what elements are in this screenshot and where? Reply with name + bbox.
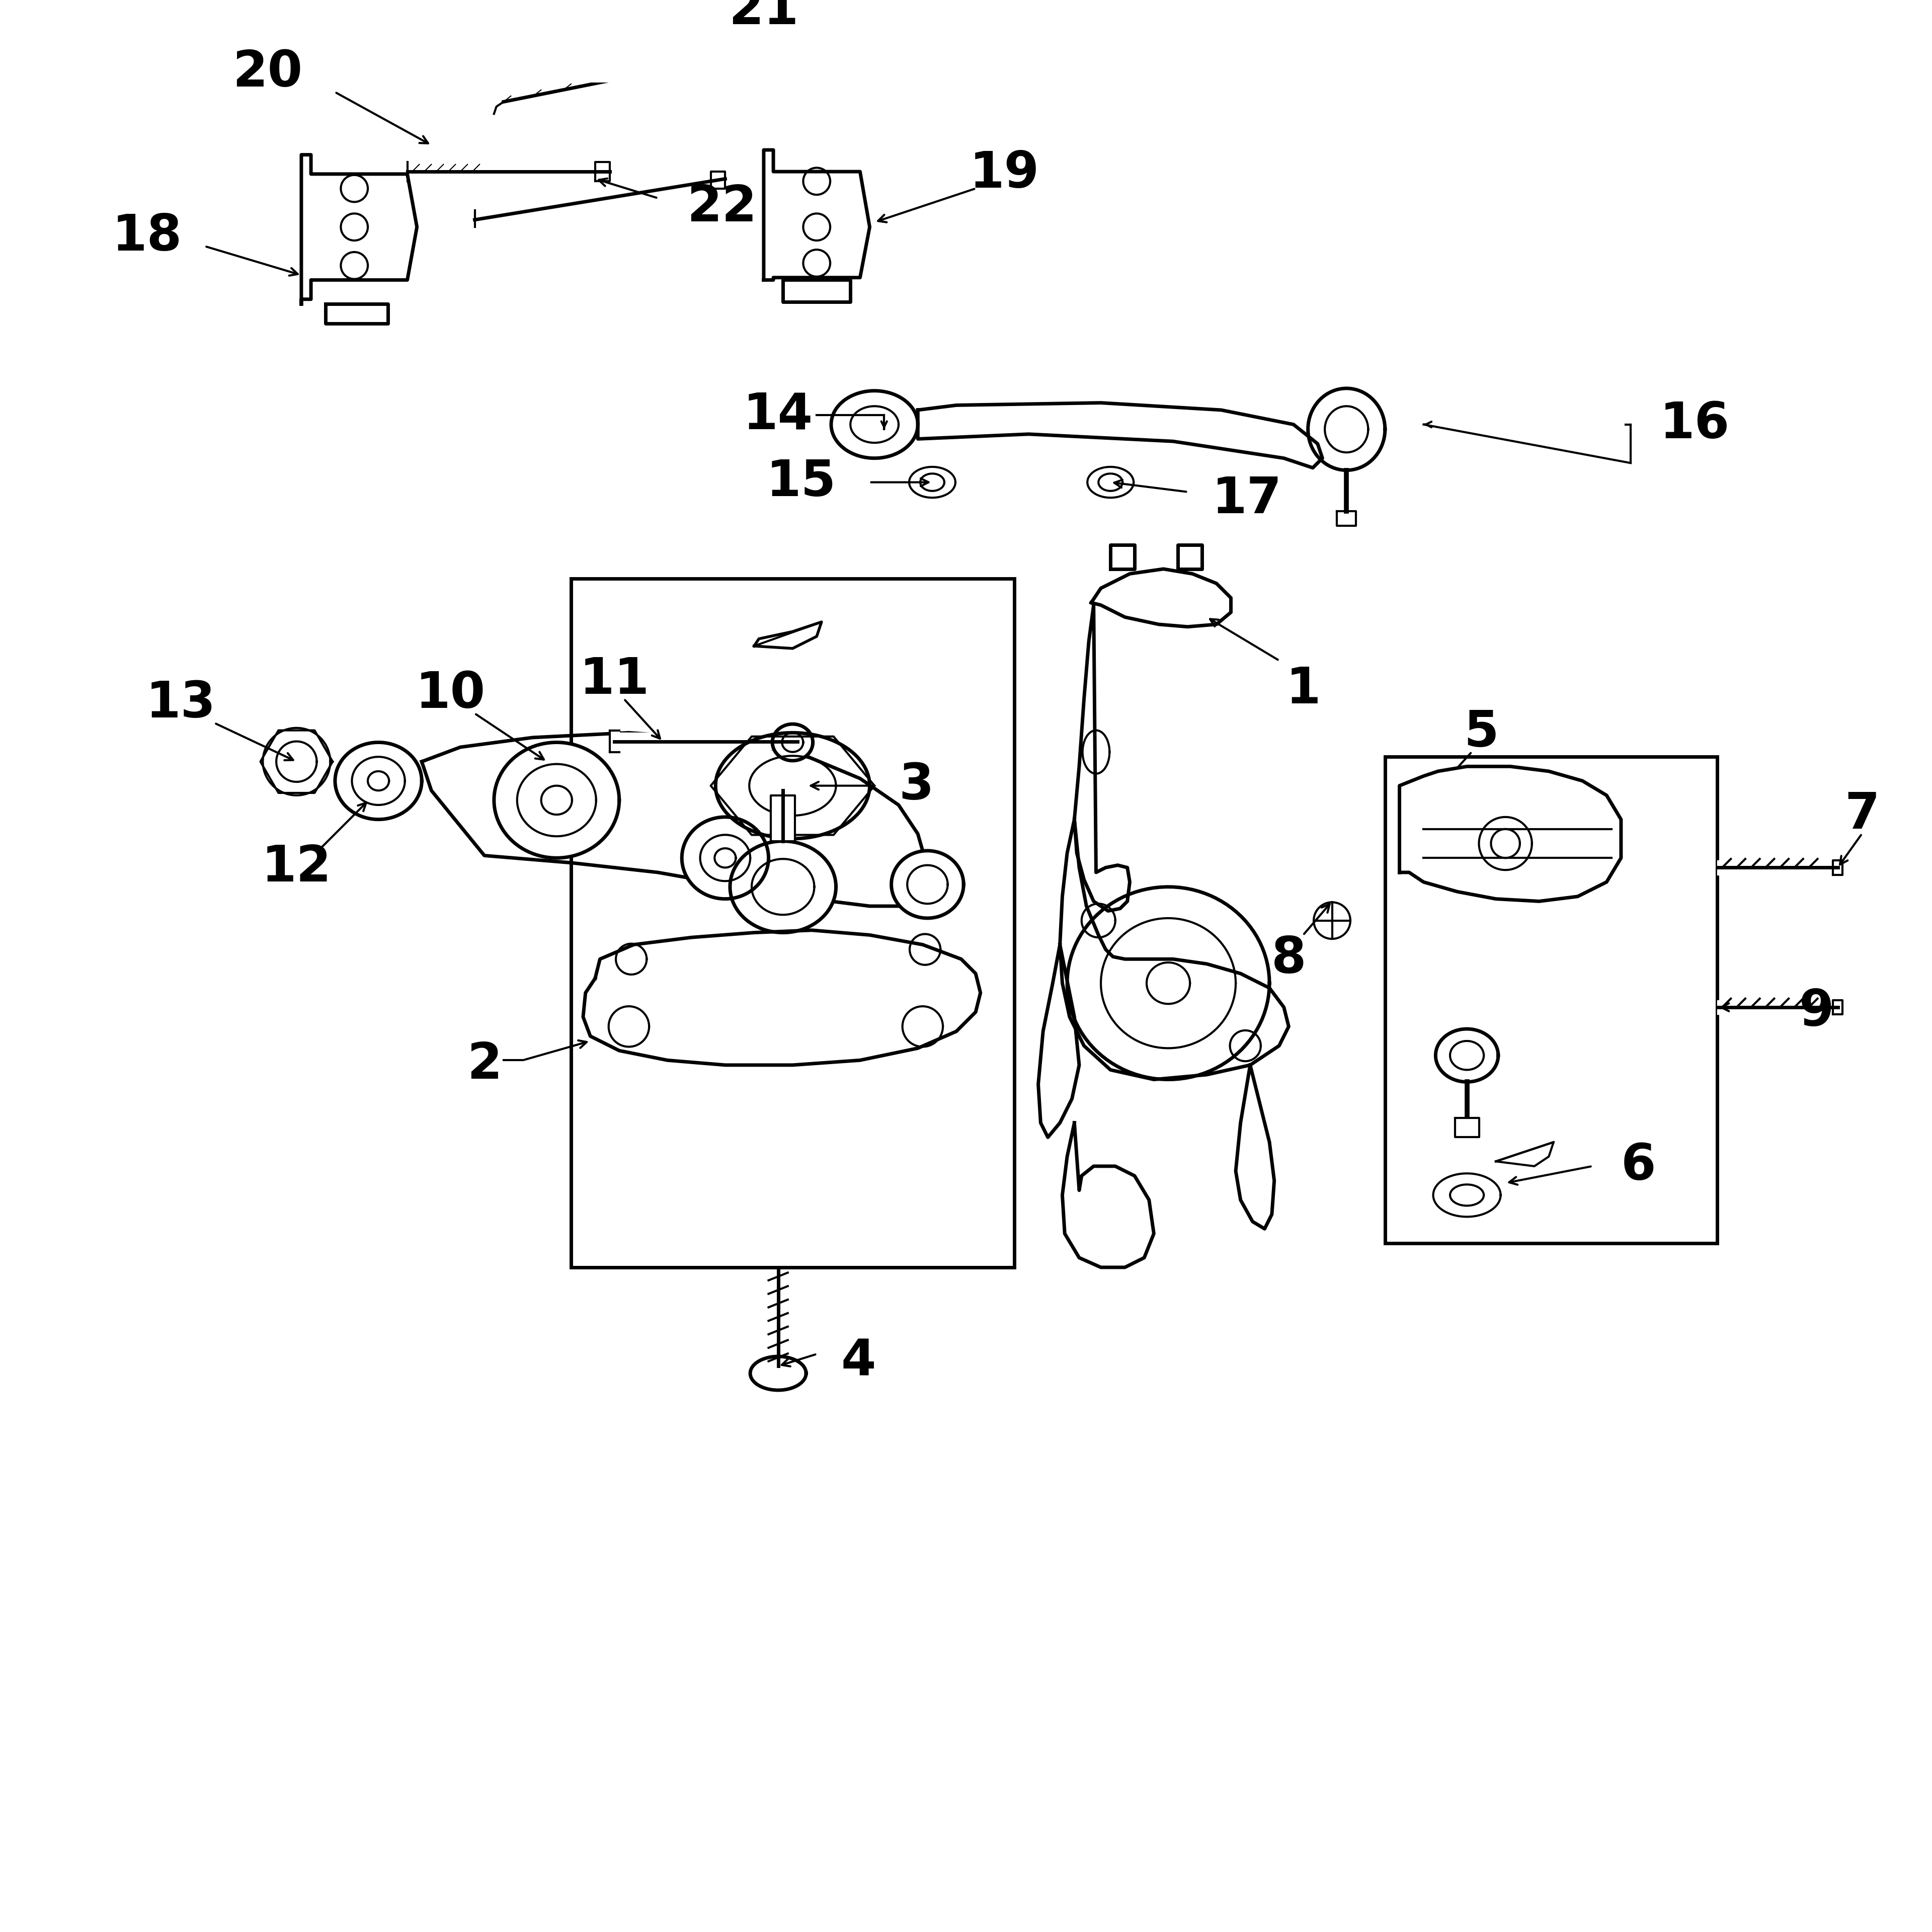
Polygon shape (773, 725, 813, 761)
Text: 18: 18 (112, 213, 182, 261)
Text: 2: 2 (468, 1041, 502, 1090)
Text: 20: 20 (232, 48, 303, 97)
Polygon shape (782, 280, 850, 301)
Polygon shape (1037, 945, 1080, 1138)
Polygon shape (1718, 860, 1837, 875)
Polygon shape (334, 742, 421, 819)
Polygon shape (910, 468, 956, 498)
Polygon shape (1092, 568, 1231, 626)
Polygon shape (1337, 512, 1356, 526)
Text: 17: 17 (1211, 475, 1281, 524)
Polygon shape (1063, 1122, 1153, 1267)
Polygon shape (1314, 902, 1350, 939)
Text: 7: 7 (1845, 790, 1880, 838)
Text: 12: 12 (261, 842, 332, 893)
Polygon shape (495, 742, 620, 858)
Text: 22: 22 (686, 184, 757, 232)
Text: 11: 11 (580, 655, 649, 703)
Polygon shape (891, 850, 964, 918)
Polygon shape (918, 402, 1321, 468)
Polygon shape (611, 730, 620, 752)
Polygon shape (1455, 1119, 1478, 1138)
Polygon shape (1066, 887, 1269, 1080)
Polygon shape (763, 151, 869, 280)
Polygon shape (1308, 388, 1385, 469)
Polygon shape (1480, 817, 1532, 869)
Polygon shape (263, 728, 330, 796)
Text: 4: 4 (840, 1337, 875, 1385)
Text: 6: 6 (1621, 1142, 1656, 1190)
Polygon shape (1088, 468, 1134, 498)
Polygon shape (715, 732, 869, 838)
Polygon shape (1061, 819, 1289, 1080)
Text: 8: 8 (1271, 935, 1306, 983)
Polygon shape (1399, 767, 1621, 902)
Polygon shape (421, 732, 927, 906)
Text: 19: 19 (970, 149, 1039, 199)
Text: 9: 9 (1799, 987, 1833, 1036)
Polygon shape (1111, 545, 1134, 568)
Polygon shape (301, 155, 417, 303)
Bar (1385, 757, 1718, 1244)
Polygon shape (771, 796, 796, 840)
Polygon shape (1718, 1001, 1837, 1014)
Text: 13: 13 (147, 680, 216, 728)
Polygon shape (750, 1356, 806, 1391)
Text: 14: 14 (744, 390, 813, 439)
Polygon shape (583, 929, 980, 1065)
Polygon shape (1435, 1030, 1497, 1082)
Text: 10: 10 (415, 670, 485, 719)
Text: 5: 5 (1464, 709, 1499, 757)
Polygon shape (1074, 605, 1130, 910)
Text: 16: 16 (1660, 400, 1729, 448)
Polygon shape (614, 732, 798, 750)
Polygon shape (1236, 1065, 1275, 1229)
Polygon shape (325, 303, 388, 323)
Text: 3: 3 (898, 761, 933, 810)
Text: 15: 15 (765, 458, 837, 506)
Text: 21: 21 (728, 0, 798, 35)
Polygon shape (831, 390, 918, 458)
Polygon shape (730, 840, 837, 933)
Polygon shape (1179, 545, 1202, 568)
Polygon shape (682, 817, 769, 898)
Text: 1: 1 (1285, 665, 1321, 713)
Polygon shape (1434, 1173, 1501, 1217)
Bar (572, 578, 1014, 1267)
